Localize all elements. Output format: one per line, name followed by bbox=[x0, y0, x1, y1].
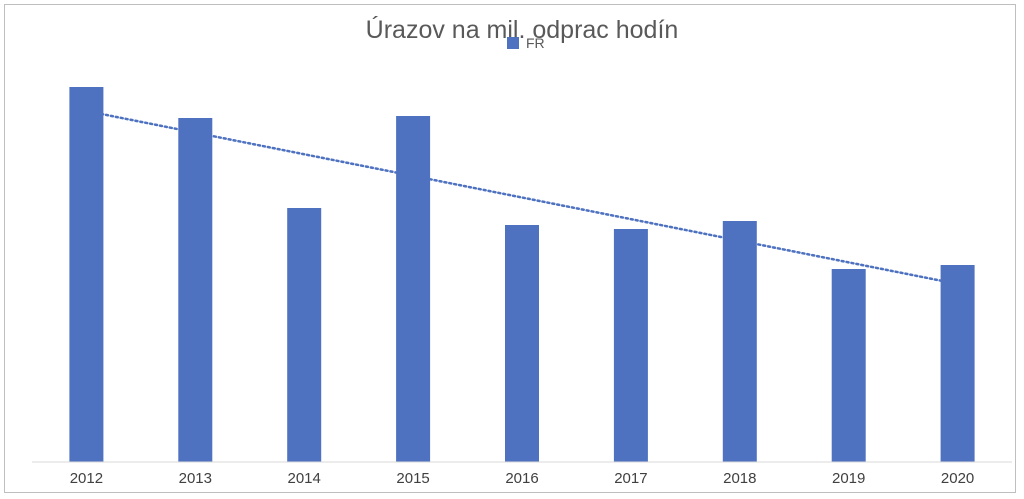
x-tick-2017: 2017 bbox=[614, 470, 647, 487]
x-tick-2018: 2018 bbox=[723, 470, 756, 487]
bar-2019 bbox=[831, 269, 866, 462]
bar-2018 bbox=[722, 221, 757, 462]
x-tick-2014: 2014 bbox=[288, 470, 321, 487]
x-tick-2015: 2015 bbox=[396, 470, 429, 487]
legend-label-fr: FR bbox=[526, 35, 545, 51]
bar-2017 bbox=[613, 229, 648, 462]
x-tick-2016: 2016 bbox=[505, 470, 538, 487]
bar-2013 bbox=[178, 118, 213, 462]
trendline bbox=[85, 109, 959, 286]
bar-2015 bbox=[396, 116, 431, 462]
x-tick-2019: 2019 bbox=[832, 470, 865, 487]
x-tick-2012: 2012 bbox=[70, 470, 103, 487]
bar-2012 bbox=[69, 87, 104, 462]
legend-swatch-fr bbox=[507, 37, 519, 49]
x-tick-2020: 2020 bbox=[941, 470, 974, 487]
bar-2016 bbox=[505, 225, 539, 462]
x-tick-2013: 2013 bbox=[179, 470, 212, 487]
chart-title: Úrazov na mil. odprac hodín bbox=[366, 15, 679, 44]
legend: FR bbox=[507, 35, 545, 51]
bar-2014 bbox=[287, 208, 322, 462]
x-tick-labels: 2012 2013 2014 2015 2016 2017 2018 2019 2020 bbox=[70, 470, 975, 487]
bar-2020 bbox=[940, 265, 975, 462]
bars bbox=[69, 87, 975, 462]
